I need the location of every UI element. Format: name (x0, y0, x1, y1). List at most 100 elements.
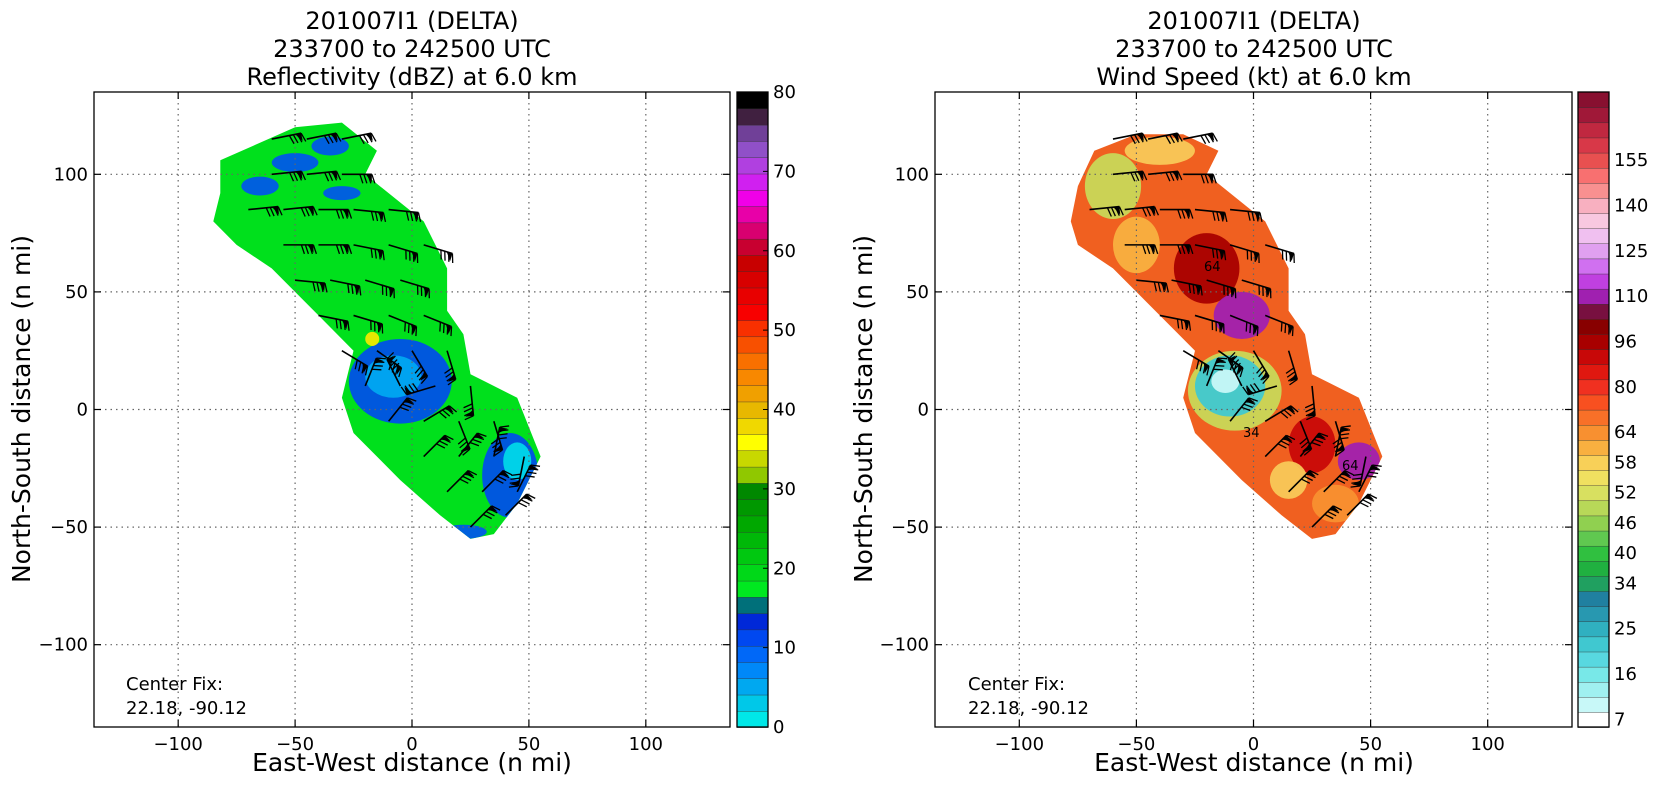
x-tick-label: 50 (517, 734, 540, 755)
colorbar-band (736, 710, 769, 728)
x-tick-label: 0 (406, 734, 417, 755)
wind-barb (411, 350, 429, 385)
wind-barb (1252, 350, 1270, 385)
colorbar-band (1577, 91, 1610, 108)
wind-barb (353, 314, 384, 334)
colorbar-band (1577, 711, 1610, 728)
contour-label-64: 64 (1204, 260, 1221, 275)
colorbar-band (736, 140, 769, 158)
wind-barb (1229, 397, 1258, 422)
wind-barb (1304, 385, 1316, 421)
panel-reflectivity: 201007I1 (DELTA) 233700 to 242500 UTC Re… (7, 7, 796, 777)
x-tick-label: 0 (1248, 734, 1259, 755)
colorbar-band (1577, 227, 1610, 244)
wind-barb (388, 314, 418, 337)
title-line-1: 201007I1 (DELTA) (305, 7, 518, 35)
colorbar-band (1577, 590, 1610, 607)
colorbar-band (736, 173, 769, 191)
center-fix-coords: 22.18, -90.12 (968, 698, 1089, 719)
colorbar-band (1577, 681, 1610, 698)
field-feature (1312, 484, 1359, 523)
wind-barb (388, 244, 419, 263)
wind-barb (1288, 470, 1319, 493)
colorbar-band (1577, 318, 1610, 335)
colorbar-band (736, 352, 769, 370)
center-fix-label: Center Fix: (968, 674, 1065, 695)
colorbar-tick-label: 70 (773, 161, 796, 182)
colorbar-tick-label: 155 (1614, 150, 1648, 171)
colorbar-band (736, 124, 769, 142)
colorbar-tick-label: 30 (773, 479, 796, 500)
colorbar-tick-label: 140 (1614, 195, 1648, 216)
wind-barb (1206, 279, 1237, 299)
grid-lines (94, 92, 730, 727)
wind-barb (1358, 464, 1382, 493)
y-tick-label: −100 (39, 635, 88, 656)
wind-barb (341, 350, 369, 376)
wind-barb (1229, 314, 1259, 337)
y-tick-label: 100 (895, 164, 929, 185)
colorbar-band (736, 563, 769, 582)
colorbar-tick-label: 0 (773, 717, 784, 738)
center-fix-label: Center Fix: (126, 674, 223, 695)
wind-barb (1194, 208, 1228, 222)
wind-barb (1241, 279, 1272, 299)
colorbar-tick-label: 80 (1614, 377, 1637, 398)
colorbar-band (1577, 620, 1610, 638)
colorbar-reflectivity: 0 10 20 30 40 50 60 70 80 (736, 82, 796, 738)
field-feature (1211, 369, 1240, 394)
title-line-1: 201007I1 (DELTA) (1147, 7, 1360, 35)
wind-barb (353, 208, 387, 222)
x-tick-label: 100 (1471, 734, 1505, 755)
wind-barb (1205, 357, 1228, 387)
wind-barb (1242, 383, 1278, 396)
contour-label-64: 64 (1342, 459, 1359, 474)
colorbar-band (1577, 197, 1610, 214)
wind-barb (341, 173, 376, 184)
panel-wind-speed: 201007I1 (DELTA) 233700 to 242500 UTC Wi… (849, 7, 1648, 777)
wind-barb (1346, 493, 1378, 516)
colorbar-band (1577, 530, 1610, 547)
colorbar-band (1577, 122, 1610, 139)
wind-barb (469, 505, 501, 528)
y-tick-label: −50 (50, 517, 88, 538)
wind-barb (1124, 205, 1160, 217)
wind-barb (1229, 244, 1260, 263)
x-tick-label: 50 (1359, 734, 1382, 755)
colorbar-tick-label: 96 (1614, 331, 1637, 352)
y-tick-label: 50 (65, 282, 88, 303)
wind-speed-field (1070, 134, 1383, 539)
wind-barb (423, 314, 453, 337)
wind-barb (364, 357, 386, 387)
colorbar-band (736, 189, 769, 207)
wind-barb (1194, 244, 1227, 261)
wind-barb (1227, 351, 1243, 387)
wind-barb (1182, 350, 1210, 376)
field-feature (1269, 461, 1308, 499)
y-tick-label: 100 (54, 164, 88, 185)
wind-barb (388, 208, 422, 222)
colorbar-band (1577, 424, 1610, 441)
wind-barb (1124, 244, 1159, 255)
wind-barb (283, 244, 318, 255)
x-ticks: −100 −50 0 50 100 (153, 92, 663, 755)
colorbar-tick-label: 58 (1614, 452, 1637, 473)
y-tick-label: −50 (891, 517, 929, 538)
wind-barb (1159, 208, 1194, 219)
colorbar-tick-label: 34 (1614, 573, 1637, 594)
colorbar-tick-label: 10 (773, 638, 796, 659)
wind-barb (463, 385, 475, 421)
wind-barb (1350, 456, 1367, 488)
colorbar-band (1577, 242, 1610, 260)
wind-barb (444, 350, 457, 386)
wind-barb (1311, 505, 1343, 528)
reflectivity-field (213, 122, 541, 539)
colorbar-band (1577, 484, 1610, 502)
wind-barb (493, 425, 510, 457)
colorbar-band (1577, 469, 1610, 486)
wind-barb (508, 456, 526, 488)
colorbar-band (1577, 545, 1610, 562)
wind-barb (423, 405, 458, 422)
wind-barb (271, 170, 307, 182)
